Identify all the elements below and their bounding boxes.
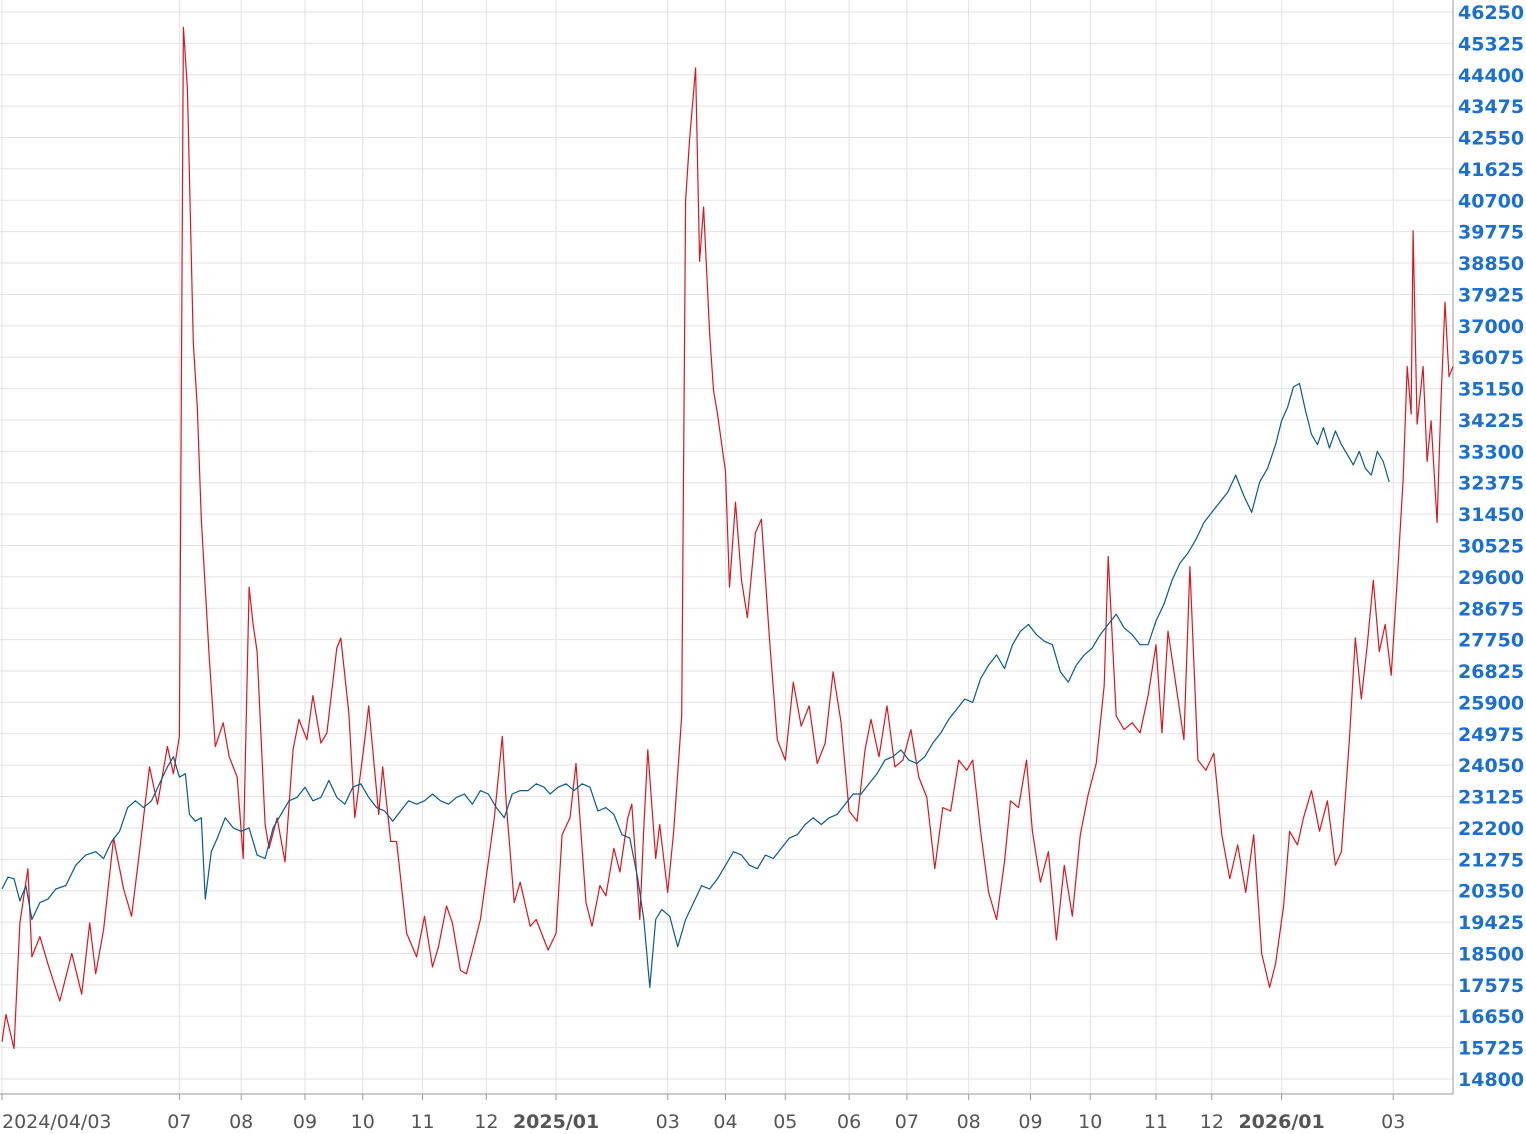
x-tick-label: 12	[1200, 1111, 1224, 1133]
y-tick-label: 22200	[1458, 818, 1524, 840]
y-tick-label: 15725	[1458, 1038, 1524, 1060]
y-tick-label: 40700	[1458, 190, 1524, 212]
y-tick-label: 14800	[1458, 1069, 1524, 1091]
x-tick-label: 05	[773, 1111, 797, 1133]
axes	[0, 0, 1454, 1100]
y-tick-label: 33300	[1458, 441, 1524, 463]
y-tick-label: 37925	[1458, 284, 1524, 306]
series-line-1	[1, 26, 1454, 1050]
y-tick-label: 23125	[1458, 787, 1524, 809]
y-tick-label: 24050	[1458, 755, 1524, 777]
x-tick-label: 09	[293, 1111, 317, 1133]
x-tick-label: 06	[837, 1111, 861, 1133]
x-tick-label: 10	[1078, 1111, 1102, 1133]
x-tick-label: 03	[1381, 1111, 1405, 1133]
x-tick-label: 07	[895, 1111, 919, 1133]
y-tick-label: 36075	[1458, 347, 1524, 369]
y-tick-label: 28675	[1458, 598, 1524, 620]
plot-area	[1, 26, 1454, 1050]
x-tick-label: 04	[713, 1111, 737, 1133]
y-tick-label: 32375	[1458, 473, 1524, 495]
y-tick-label: 21275	[1458, 849, 1524, 871]
x-tick-label: 03	[656, 1111, 680, 1133]
series-line-2	[1, 382, 1390, 989]
y-tick-label: 37000	[1458, 316, 1524, 338]
x-tick-label: 09	[1018, 1111, 1042, 1133]
x-tick-label: 10	[351, 1111, 375, 1133]
y-tick-label: 27750	[1458, 630, 1524, 652]
y-tick-label: 38850	[1458, 253, 1524, 275]
x-tick-label: 07	[167, 1111, 191, 1133]
x-tick-label: 08	[229, 1111, 253, 1133]
y-tick-label: 31450	[1458, 504, 1524, 526]
x-tick-label: 2026/01	[1238, 1111, 1324, 1133]
y-tick-label: 34225	[1458, 410, 1524, 432]
x-axis-tick-labels: 2024/04/03 07 08 09 10 11 12 2025/01 03 04 05 06 07 0…	[2, 1111, 1405, 1133]
y-tick-label: 35150	[1458, 379, 1524, 401]
y-tick-label: 44400	[1458, 65, 1524, 87]
x-tick-label: 2024/04/03	[2, 1111, 112, 1133]
x-tick-label: 12	[474, 1111, 498, 1133]
y-tick-label: 29600	[1458, 567, 1524, 589]
y-tick-label: 18500	[1458, 943, 1524, 965]
y-tick-label: 26825	[1458, 661, 1524, 683]
y-tick-label: 41625	[1458, 159, 1524, 181]
x-tick-label: 11	[1144, 1111, 1168, 1133]
y-tick-label: 42550	[1458, 128, 1524, 150]
grid	[0, 0, 1453, 1094]
y-tick-label: 30525	[1458, 536, 1524, 558]
y-tick-label: 20350	[1458, 881, 1524, 903]
y-tick-label: 25900	[1458, 692, 1524, 714]
y-tick-label: 17575	[1458, 975, 1524, 997]
x-tick-label: 11	[410, 1111, 434, 1133]
x-tick-label: 2025/01	[513, 1111, 599, 1133]
y-tick-label: 45325	[1458, 33, 1524, 55]
y-tick-label: 46250	[1458, 2, 1524, 24]
y-tick-label: 16650	[1458, 1006, 1524, 1028]
y-tick-label: 43475	[1458, 96, 1524, 118]
y-tick-label: 19425	[1458, 912, 1524, 934]
y-tick-label: 24975	[1458, 724, 1524, 746]
x-tick-label: 08	[957, 1111, 981, 1133]
y-tick-label: 39775	[1458, 222, 1524, 244]
y-axis-tick-labels: 46250 45325 44400 43475 42550 41625 40700 39775…	[1458, 2, 1524, 1091]
